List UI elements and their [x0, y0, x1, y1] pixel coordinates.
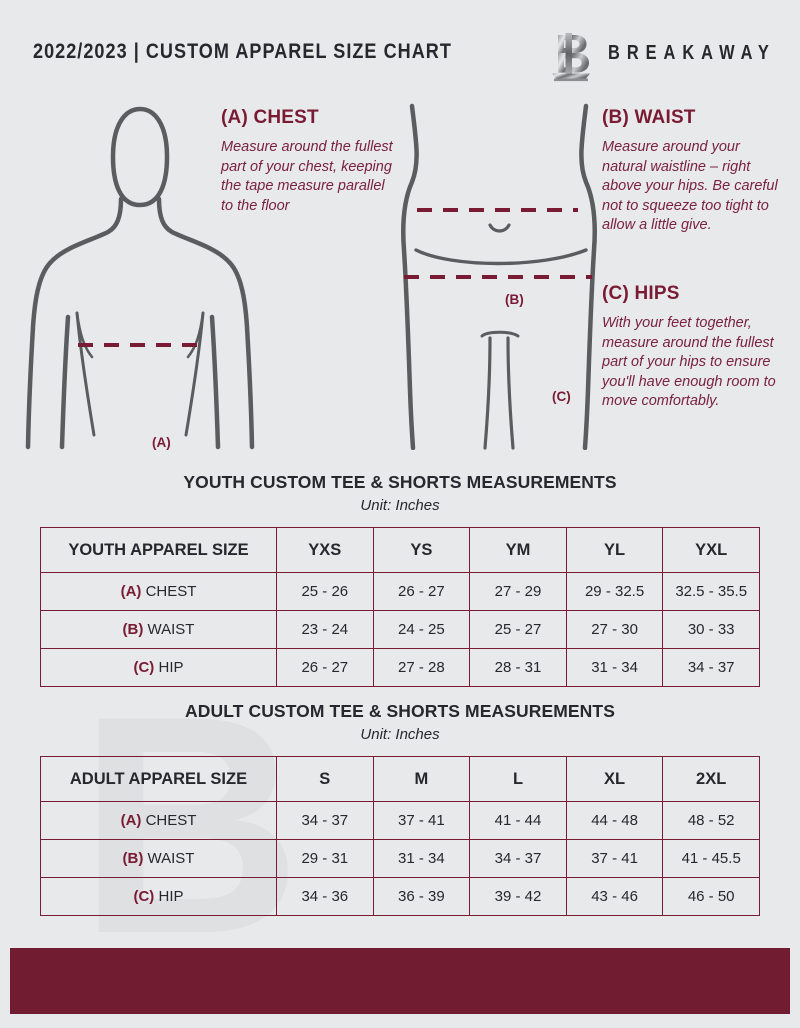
youth-cell-chest-yl: 29 - 32.5 — [565, 572, 664, 611]
adult-measurements-block: ADULT CUSTOM TEE & SHORTS MEASUREMENTS U… — [0, 701, 800, 916]
table-row: (A) CHEST 25 - 26 26 - 27 27 - 29 29 - 32.5 3… — [40, 572, 760, 611]
youth-size-header-cell: YOUTH APPAREL SIZE — [40, 527, 277, 573]
footer-accent-bar — [10, 948, 790, 1014]
adult-column-header-s: S — [276, 756, 374, 802]
adult-column-header-xl: XL — [565, 756, 664, 802]
adult-row-label-chest: (A) CHEST — [40, 801, 277, 840]
brand-wordmark: BREAKAWAY — [608, 42, 776, 64]
breakaway-b-logo-icon — [552, 33, 590, 82]
youth-row-label-waist: (B) WAIST — [40, 610, 277, 649]
adult-table-header-row: ADULT APPAREL SIZE S M L XL 2XL — [40, 756, 760, 802]
hip-measure-tag: (C) — [552, 389, 571, 404]
adult-row-label-waist: (B) WAIST — [40, 839, 277, 878]
row-tag-letter: (A) — [120, 812, 142, 829]
row-tag-letter: (C) — [133, 888, 155, 905]
adult-cell-chest-s: 34 - 37 — [276, 801, 374, 840]
youth-table-unit: Unit: Inches — [360, 497, 440, 514]
youth-cell-chest-yxl: 32.5 - 35.5 — [662, 572, 760, 611]
callout-hips: (C) HIPS With your feet together, measur… — [602, 283, 782, 412]
row-tag-letter: (B) — [122, 621, 144, 638]
adult-column-header-2xl: 2XL — [662, 756, 760, 802]
page-header: 2022/2023 | CUSTOM APPAREL SIZE CHART — [0, 0, 800, 100]
measurement-illustrations: (A) (B) (C) (A) CHEST Measure around the… — [0, 95, 800, 470]
torso-figure-illustration — [25, 106, 255, 450]
adult-row-label-hip: (C) HIP — [40, 877, 277, 916]
row-tag-letter: (C) — [133, 659, 155, 676]
youth-cell-waist-ym: 25 - 27 — [469, 610, 567, 649]
youth-cell-waist-yxl: 30 - 33 — [662, 610, 760, 649]
adult-size-table: ADULT APPAREL SIZE S M L XL 2XL (A) CHEST 34 - … — [40, 756, 760, 916]
adult-column-header-m: M — [372, 756, 471, 802]
adult-column-header-l: L — [469, 756, 567, 802]
table-row: (C) HIP 34 - 36 36 - 39 39 - 42 43 - 46 46 - … — [40, 877, 760, 916]
youth-cell-hip-yxs: 26 - 27 — [276, 648, 374, 687]
callout-chest-heading: (A) CHEST — [221, 107, 319, 128]
callout-hips-heading: (C) HIPS — [602, 283, 680, 304]
table-row: (A) CHEST 34 - 37 37 - 41 41 - 44 44 - 48 48 … — [40, 801, 760, 840]
callout-chest-body: Measure around the fullest part of your … — [221, 139, 393, 214]
callout-waist: (B) WAIST Measure around your natural wa… — [602, 107, 782, 236]
youth-cell-chest-ym: 27 - 29 — [469, 572, 567, 611]
adult-cell-waist-s: 29 - 31 — [276, 839, 374, 878]
callout-waist-heading: (B) WAIST — [602, 107, 696, 128]
callout-hips-body: With your feet together, measure around … — [602, 315, 776, 409]
adult-cell-chest-xl: 44 - 48 — [565, 801, 664, 840]
adult-size-header-cell: ADULT APPAREL SIZE — [40, 756, 277, 802]
youth-size-table: YOUTH APPAREL SIZE YXS YS YM YL YXL (A) CHEST 2… — [40, 527, 760, 687]
lower-body-figure-illustration — [401, 103, 597, 450]
youth-cell-waist-yl: 27 - 30 — [565, 610, 664, 649]
youth-table-title: YOUTH CUSTOM TEE & SHORTS MEASUREMENTS — [183, 472, 617, 492]
adult-cell-chest-2xl: 48 - 52 — [662, 801, 760, 840]
youth-cell-chest-ys: 26 - 27 — [372, 572, 471, 611]
youth-row-label-chest: (A) CHEST — [40, 572, 277, 611]
adult-table-title: ADULT CUSTOM TEE & SHORTS MEASUREMENTS — [185, 701, 615, 721]
adult-table-unit: Unit: Inches — [360, 726, 440, 743]
table-row: (B) WAIST 29 - 31 31 - 34 34 - 37 37 - 41 41 … — [40, 839, 760, 878]
youth-column-header-yxl: YXL — [662, 527, 760, 573]
waist-measure-tag: (B) — [505, 292, 524, 307]
callout-chest: (A) CHEST Measure around the fullest par… — [221, 107, 396, 216]
adult-cell-waist-l: 34 - 37 — [469, 839, 567, 878]
adult-cell-waist-xl: 37 - 41 — [565, 839, 664, 878]
youth-measurements-block: YOUTH CUSTOM TEE & SHORTS MEASUREMENTS U… — [0, 472, 800, 687]
adult-cell-hip-l: 39 - 42 — [469, 877, 567, 916]
adult-cell-waist-m: 31 - 34 — [372, 839, 471, 878]
chest-measure-tag: (A) — [152, 435, 171, 450]
adult-cell-hip-s: 34 - 36 — [276, 877, 374, 916]
callout-waist-body: Measure around your natural waistline – … — [602, 139, 778, 233]
adult-cell-hip-2xl: 46 - 50 — [662, 877, 760, 916]
youth-row-label-hip: (C) HIP — [40, 648, 277, 687]
youth-cell-hip-yl: 31 - 34 — [565, 648, 664, 687]
youth-table-header-row: YOUTH APPAREL SIZE YXS YS YM YL YXL — [40, 527, 760, 573]
table-row: (C) HIP 26 - 27 27 - 28 28 - 31 31 - 34 34 - … — [40, 648, 760, 687]
page-title: 2022/2023 | CUSTOM APPAREL SIZE CHART — [33, 40, 452, 63]
youth-cell-hip-ym: 28 - 31 — [469, 648, 567, 687]
adult-cell-hip-xl: 43 - 46 — [565, 877, 664, 916]
youth-cell-hip-yxl: 34 - 37 — [662, 648, 760, 687]
row-tag-letter: (A) — [120, 583, 142, 600]
youth-cell-waist-ys: 24 - 25 — [372, 610, 471, 649]
youth-column-header-yl: YL — [565, 527, 664, 573]
youth-cell-waist-yxs: 23 - 24 — [276, 610, 374, 649]
adult-cell-waist-2xl: 41 - 45.5 — [662, 839, 760, 878]
adult-cell-chest-m: 37 - 41 — [372, 801, 471, 840]
youth-column-header-ym: YM — [469, 527, 567, 573]
youth-column-header-yxs: YXS — [276, 527, 374, 573]
table-row: (B) WAIST 23 - 24 24 - 25 25 - 27 27 - 30 30 … — [40, 610, 760, 649]
youth-column-header-ys: YS — [372, 527, 471, 573]
youth-cell-chest-yxs: 25 - 26 — [276, 572, 374, 611]
adult-cell-hip-m: 36 - 39 — [372, 877, 471, 916]
adult-cell-chest-l: 41 - 44 — [469, 801, 567, 840]
youth-cell-hip-ys: 27 - 28 — [372, 648, 471, 687]
row-tag-letter: (B) — [122, 850, 144, 867]
